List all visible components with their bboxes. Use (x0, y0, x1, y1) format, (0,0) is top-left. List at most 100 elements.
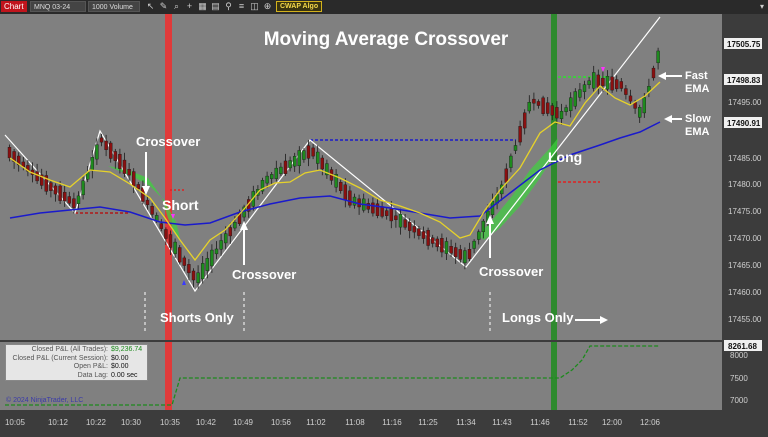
price-chart[interactable]: Moving Average Crossover Crossover Short… (0, 14, 768, 437)
time-label: 10:05 (5, 418, 26, 427)
candle (619, 81, 623, 89)
candle (334, 174, 338, 188)
candle (164, 229, 168, 239)
candle (233, 222, 237, 229)
candle (127, 169, 131, 176)
candle (564, 107, 568, 112)
candle (40, 174, 44, 186)
pnl-value: $9,236.74 (111, 346, 143, 353)
price-panel (0, 14, 722, 340)
price-label: 17470.00 (728, 234, 762, 243)
candle (53, 185, 58, 195)
label-crossover-3: Crossover (479, 264, 543, 279)
time-label: 11:08 (345, 418, 365, 427)
price-label: 17465.00 (728, 261, 762, 270)
dropdown-icon[interactable]: ▾ (759, 2, 764, 11)
instrument-selector[interactable]: MNQ 03-24 (30, 1, 86, 12)
candle (104, 140, 108, 150)
pnl-label: Closed P&L (Current Session): (12, 354, 108, 362)
candle (325, 163, 329, 176)
candle (214, 248, 219, 255)
plus-icon[interactable]: + (186, 1, 193, 11)
interval-selector[interactable]: 1000 Volume (88, 1, 140, 12)
layers-icon[interactable]: ◫ (250, 1, 259, 11)
time-label: 10:49 (233, 418, 254, 427)
pnl-value: 0.00 sec (111, 371, 138, 379)
label-slow-ema-1: Slow (685, 113, 711, 125)
pnl-value: $0.00 (111, 363, 129, 370)
candle (638, 107, 642, 118)
pencil-icon[interactable]: ✎ (159, 1, 168, 11)
list-icon[interactable]: ≡ (238, 1, 245, 11)
candle (454, 247, 458, 257)
candle (168, 234, 173, 248)
time-label: 10:30 (121, 418, 142, 427)
candle (578, 89, 582, 98)
candle (306, 145, 311, 159)
candle (587, 80, 591, 86)
candle (348, 190, 352, 206)
pnl-value: $0.00 (111, 354, 129, 362)
candle (610, 76, 614, 91)
price-label: 17475.00 (728, 207, 762, 216)
cursor-icon[interactable]: ↖ (146, 1, 155, 11)
price-tag-slow-ema: 17490.91 (727, 119, 761, 128)
crosshair-icon[interactable]: ⊕ (263, 1, 272, 11)
candle (398, 213, 403, 228)
candle (343, 184, 347, 200)
candle (131, 171, 136, 187)
candle (196, 272, 200, 283)
time-axis[interactable] (0, 410, 768, 437)
candle (7, 147, 12, 159)
candle (435, 238, 439, 248)
candle (288, 160, 292, 169)
candle (532, 98, 536, 104)
pin-icon[interactable]: ⚲ (225, 1, 232, 11)
candle (569, 97, 573, 112)
candle (582, 84, 587, 92)
time-label: 10:12 (48, 418, 69, 427)
candle (375, 203, 380, 216)
candle (615, 79, 619, 90)
bullish-ribbon (478, 138, 558, 240)
candle (546, 102, 550, 114)
candle (389, 208, 393, 222)
label-longs-only: Longs Only (502, 310, 574, 325)
candle (656, 50, 660, 64)
zoom-icon[interactable]: ⌕ (173, 1, 180, 11)
candle (541, 97, 545, 114)
candle (145, 199, 150, 205)
candle (113, 151, 118, 161)
bearish-ribbon (108, 166, 180, 238)
chart-tab[interactable]: Chart (1, 1, 27, 12)
copyright-text: © 2024 NinjaTrader, LLC (6, 397, 84, 404)
time-label: 11:16 (382, 418, 402, 427)
candle (394, 215, 398, 220)
fast-ema-line (9, 81, 661, 262)
candle (200, 263, 205, 280)
candle (366, 203, 370, 210)
candle (293, 156, 297, 167)
candle (601, 77, 605, 86)
pnl-summary-panel: Closed P&L (All Trades): $9,236.74 Closed… (5, 344, 148, 381)
candle (297, 150, 301, 167)
candle (472, 240, 476, 249)
grid-icon[interactable]: ▦ (198, 1, 207, 11)
slow-ema-line (9, 121, 661, 226)
cwap-algo-button[interactable]: CWAP Algo (276, 1, 323, 12)
candle (122, 159, 127, 174)
label-crossover-2: Crossover (232, 267, 296, 282)
pnl-axis-label: 7500 (730, 374, 748, 383)
calendar-icon[interactable]: ▤ (211, 1, 220, 11)
candle (444, 241, 449, 254)
candle (523, 112, 527, 129)
candle (467, 249, 472, 259)
price-tag-last: 17505.75 (727, 40, 761, 49)
candle (440, 238, 444, 253)
pnl-equity-curve (5, 345, 660, 406)
price-label: 17460.00 (728, 288, 762, 297)
candle (642, 97, 646, 114)
candle (408, 221, 412, 231)
candle (380, 206, 384, 217)
pnl-axis-label: 8000 (730, 351, 748, 360)
